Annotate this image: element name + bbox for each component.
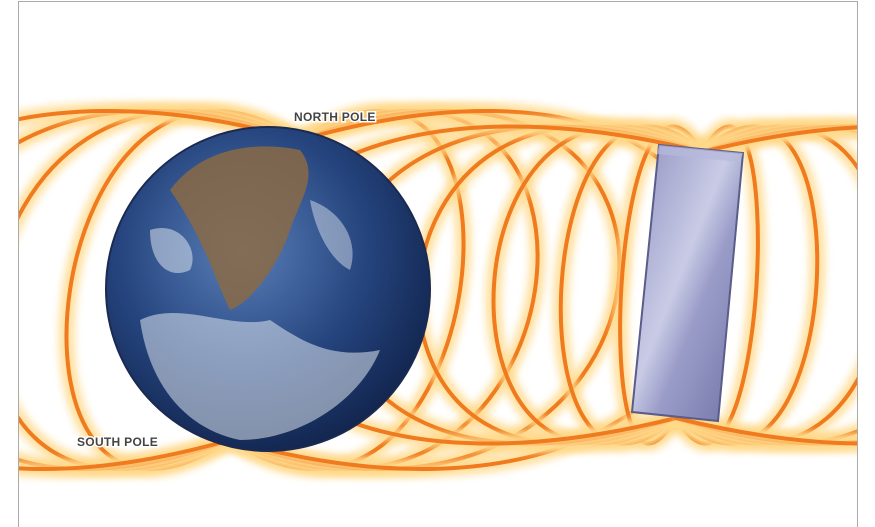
field-lines	[19, 103, 857, 477]
south-pole-label: SOUTH POLE	[77, 435, 158, 449]
field-line	[19, 109, 302, 471]
earth	[105, 126, 431, 452]
bar-magnet	[630, 143, 745, 423]
north-pole-label: NORTH POLE	[294, 110, 376, 124]
